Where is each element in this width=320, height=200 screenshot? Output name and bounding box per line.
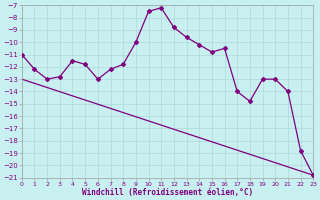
X-axis label: Windchill (Refroidissement éolien,°C): Windchill (Refroidissement éolien,°C) xyxy=(82,188,253,197)
